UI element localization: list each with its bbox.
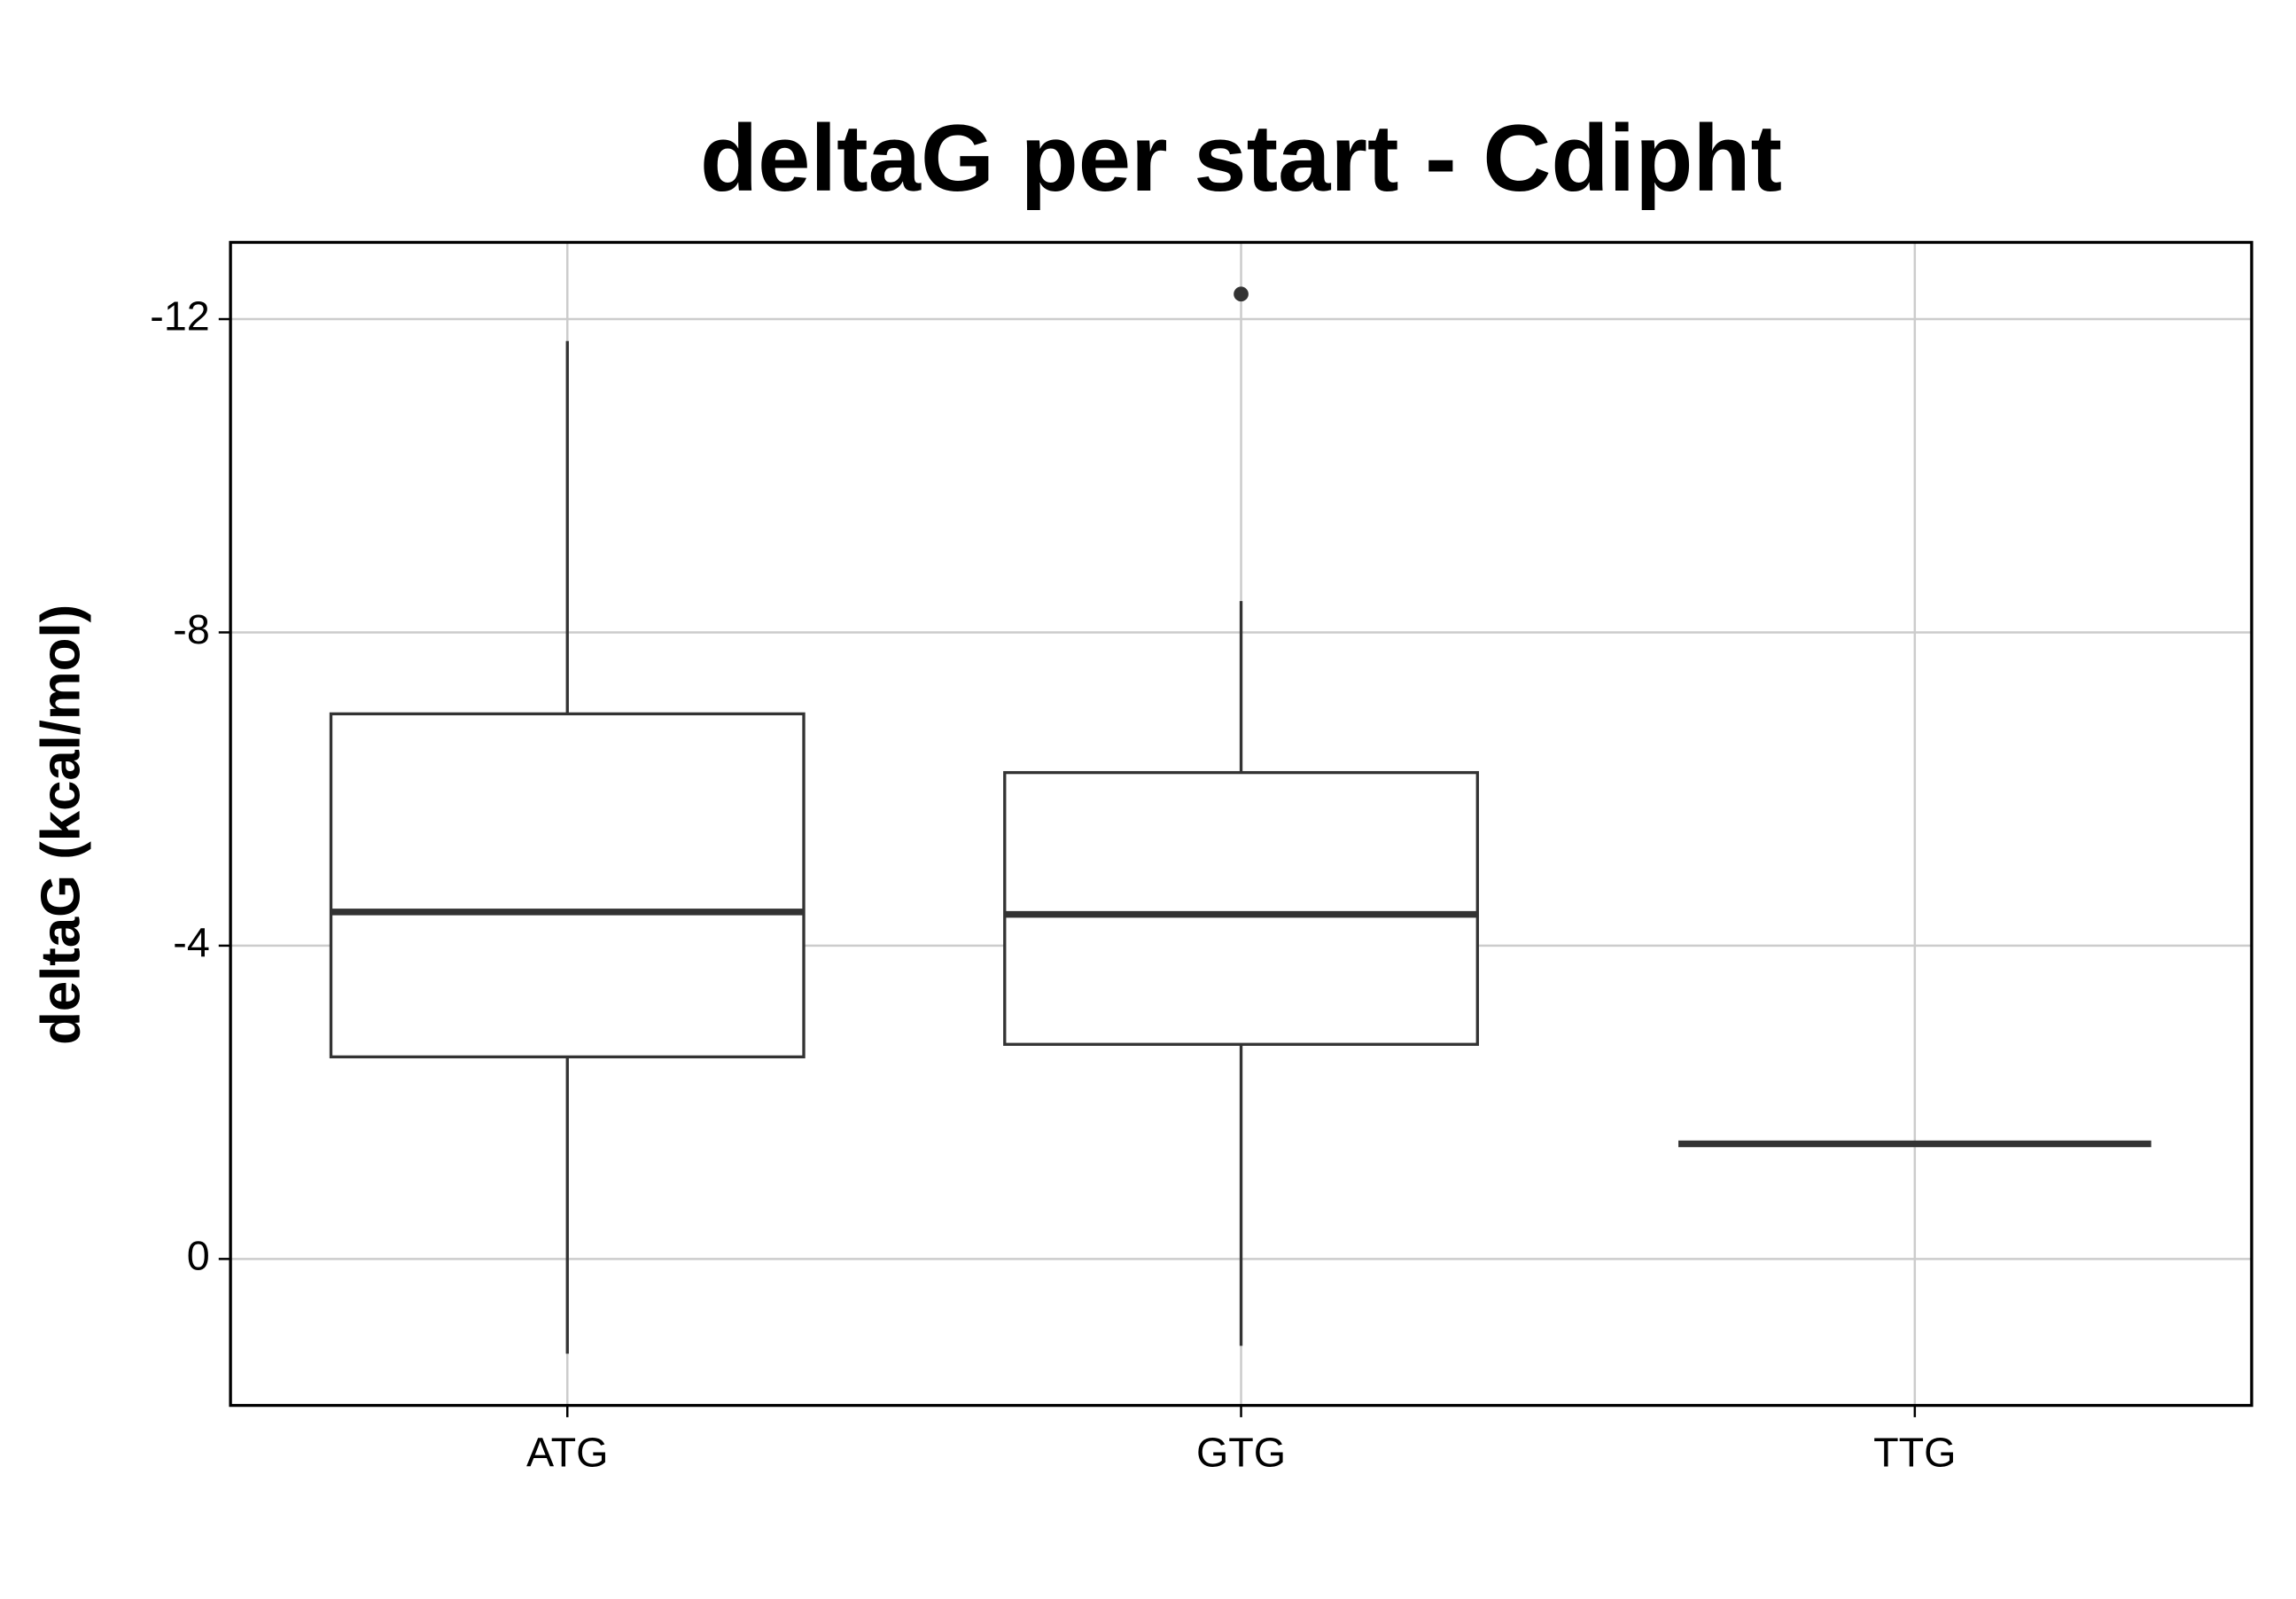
y-axis-label: deltaG (kcal/mol) [31,604,92,1045]
outlier [1234,286,1249,302]
plot-frame [229,240,2253,1408]
y-tick-label: -12 [150,292,209,339]
y-tick-label: 0 [187,1233,210,1279]
box [1003,770,1479,1046]
box [329,712,806,1059]
y-tick-label: -4 [173,919,209,965]
chart-title: deltaG per start - Cdipht [700,105,1782,211]
marks [329,286,2152,1354]
x-tick-label: TTG [1873,1430,1956,1476]
x-tick-label: ATG [526,1430,608,1476]
y-tick-label: -8 [173,606,209,652]
x-tick-label: GTG [1196,1430,1286,1476]
